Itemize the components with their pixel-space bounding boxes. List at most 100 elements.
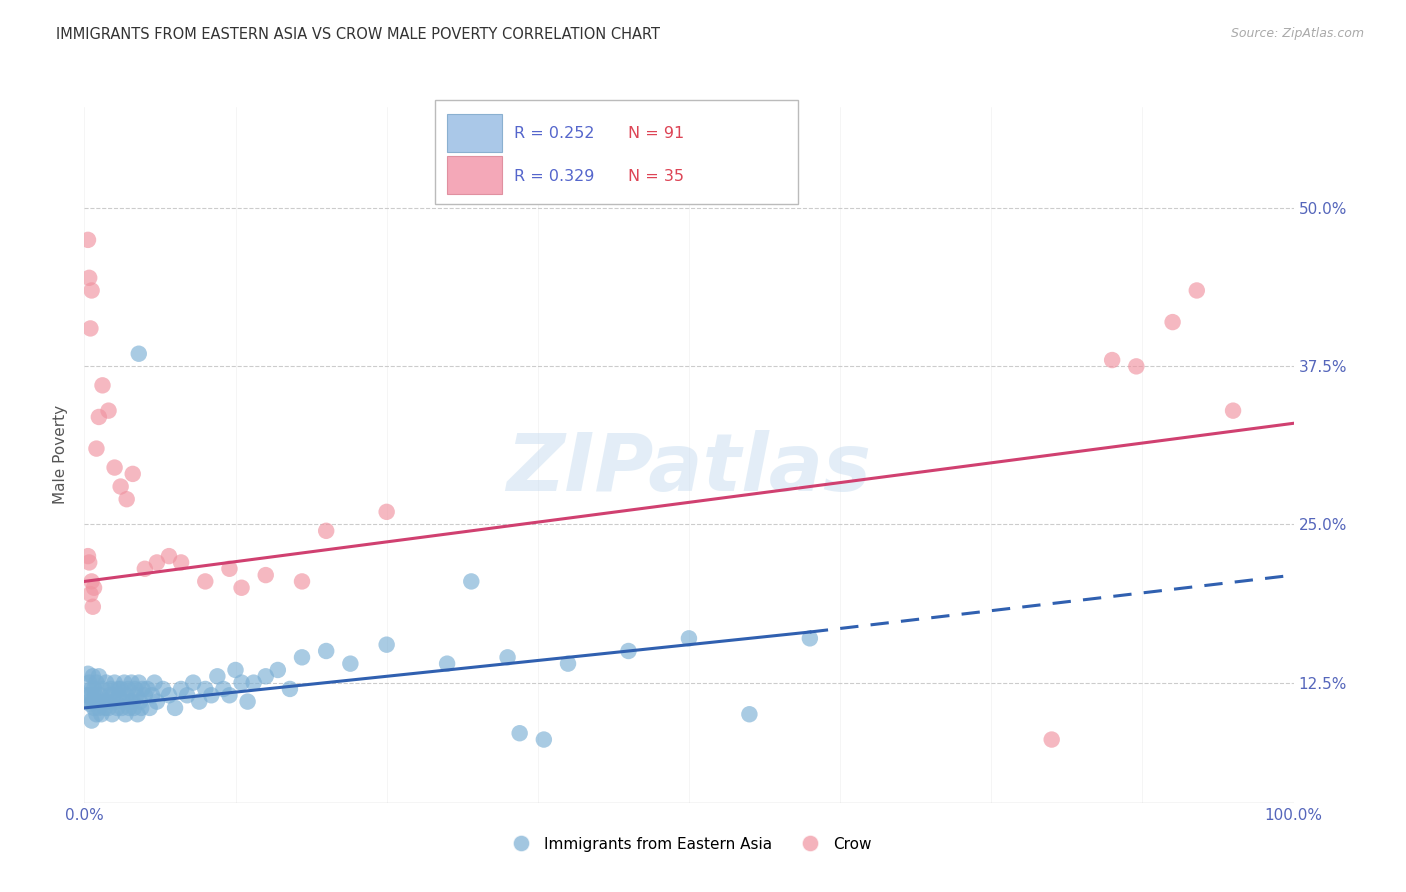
Point bbox=[436, 657, 458, 671]
Point bbox=[87, 701, 110, 715]
Point bbox=[111, 701, 134, 715]
Point bbox=[112, 675, 135, 690]
Point bbox=[83, 681, 105, 696]
Point bbox=[131, 681, 153, 696]
Point bbox=[108, 688, 131, 702]
Point bbox=[291, 574, 314, 589]
Point bbox=[110, 479, 132, 493]
Point bbox=[134, 562, 156, 576]
Point bbox=[86, 675, 108, 690]
Point bbox=[375, 638, 398, 652]
Point bbox=[127, 707, 149, 722]
Point bbox=[207, 669, 229, 683]
Point bbox=[315, 644, 337, 658]
Point bbox=[77, 666, 100, 681]
Point bbox=[1125, 359, 1147, 374]
Point bbox=[125, 688, 148, 702]
Point bbox=[104, 695, 127, 709]
Point bbox=[115, 492, 138, 507]
Point bbox=[79, 688, 101, 702]
Point bbox=[100, 681, 122, 696]
Point bbox=[117, 681, 139, 696]
Point bbox=[98, 688, 121, 702]
Point bbox=[218, 688, 240, 702]
Point bbox=[1040, 732, 1063, 747]
Point bbox=[79, 321, 101, 335]
Point bbox=[110, 681, 132, 696]
Point bbox=[118, 701, 141, 715]
Point bbox=[94, 675, 117, 690]
Point bbox=[84, 688, 107, 702]
Point bbox=[315, 524, 337, 538]
Point bbox=[678, 632, 700, 646]
Point bbox=[738, 707, 761, 722]
Point bbox=[79, 697, 101, 711]
Point bbox=[1222, 403, 1244, 417]
Text: N = 91: N = 91 bbox=[628, 126, 685, 141]
Point bbox=[231, 581, 253, 595]
Point bbox=[77, 270, 100, 285]
Point bbox=[80, 714, 103, 728]
Point bbox=[799, 632, 821, 646]
Point bbox=[93, 695, 115, 709]
Point bbox=[83, 701, 105, 715]
Point bbox=[82, 669, 104, 683]
Point bbox=[617, 644, 640, 658]
Point bbox=[136, 681, 159, 696]
FancyBboxPatch shape bbox=[434, 100, 797, 204]
Point bbox=[496, 650, 519, 665]
Point bbox=[103, 688, 125, 702]
Point bbox=[1161, 315, 1184, 329]
Point bbox=[143, 675, 166, 690]
Point bbox=[218, 562, 240, 576]
Point bbox=[141, 688, 163, 702]
Point bbox=[86, 695, 108, 709]
Point bbox=[225, 663, 247, 677]
Point bbox=[254, 669, 277, 683]
Point bbox=[533, 732, 555, 747]
Point bbox=[194, 574, 217, 589]
Point bbox=[170, 556, 193, 570]
Point bbox=[557, 657, 579, 671]
Text: IMMIGRANTS FROM EASTERN ASIA VS CROW MALE POVERTY CORRELATION CHART: IMMIGRANTS FROM EASTERN ASIA VS CROW MAL… bbox=[56, 27, 661, 42]
Point bbox=[129, 695, 152, 709]
Point bbox=[134, 688, 156, 702]
Point bbox=[170, 681, 193, 696]
Point bbox=[91, 681, 114, 696]
Point bbox=[115, 688, 138, 702]
Point bbox=[124, 681, 146, 696]
Point bbox=[104, 460, 127, 475]
Point bbox=[1101, 353, 1123, 368]
Point bbox=[77, 549, 100, 563]
Point bbox=[80, 284, 103, 298]
FancyBboxPatch shape bbox=[447, 156, 502, 194]
Text: ZIPatlas: ZIPatlas bbox=[506, 430, 872, 508]
Point bbox=[165, 701, 187, 715]
Text: R = 0.252: R = 0.252 bbox=[513, 126, 595, 141]
Point bbox=[121, 467, 143, 481]
Point bbox=[128, 675, 150, 690]
Point bbox=[82, 695, 104, 709]
Point bbox=[79, 587, 101, 601]
Point bbox=[97, 403, 120, 417]
Point bbox=[194, 681, 217, 696]
Point bbox=[114, 707, 136, 722]
Point bbox=[1185, 284, 1208, 298]
Point bbox=[152, 681, 174, 696]
Point bbox=[157, 688, 180, 702]
Point bbox=[176, 688, 198, 702]
Point bbox=[339, 657, 361, 671]
Point bbox=[105, 701, 128, 715]
Point bbox=[509, 726, 531, 740]
Point bbox=[83, 581, 105, 595]
Point bbox=[236, 695, 259, 709]
Y-axis label: Male Poverty: Male Poverty bbox=[53, 405, 69, 505]
Point bbox=[94, 701, 117, 715]
Point bbox=[101, 707, 124, 722]
Point bbox=[128, 347, 150, 361]
Point bbox=[231, 675, 253, 690]
Point bbox=[97, 701, 120, 715]
Point bbox=[121, 675, 143, 690]
Text: Source: ZipAtlas.com: Source: ZipAtlas.com bbox=[1230, 27, 1364, 40]
Point bbox=[129, 701, 152, 715]
